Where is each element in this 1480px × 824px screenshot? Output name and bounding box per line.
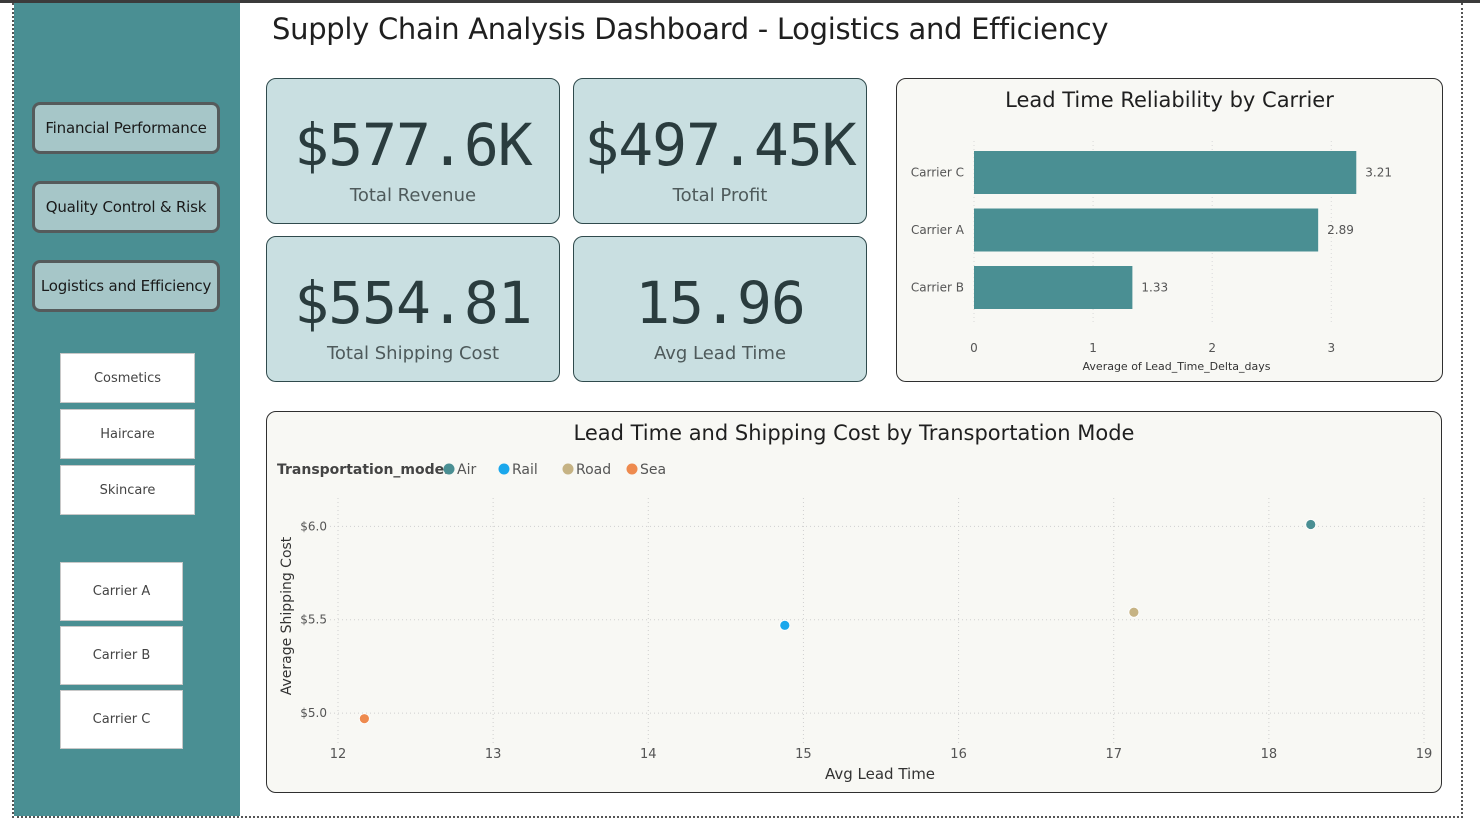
- page-title: Supply Chain Analysis Dashboard - Logist…: [272, 12, 1109, 46]
- legend-label-sea: Sea: [640, 462, 666, 478]
- bar-x-tick-label: 0: [970, 341, 978, 355]
- legend-marker-air: [443, 463, 455, 475]
- nav-quality-control-button[interactable]: Quality Control & Risk: [32, 181, 220, 233]
- scatter-x-tick-label: 18: [1261, 747, 1278, 762]
- scatter-x-tick-label: 17: [1105, 747, 1122, 762]
- scatter-x-tick-label: 12: [330, 747, 347, 762]
- legend-label-air: Air: [457, 462, 476, 478]
- bar-chart-title: Lead Time Reliability by Carrier: [1005, 88, 1334, 112]
- bar-category-label: Carrier A: [911, 223, 965, 237]
- scatter-x-tick-label: 14: [640, 747, 657, 762]
- legend-title: Transportation_modes: [277, 462, 452, 478]
- nav-financial-performance-button[interactable]: Financial Performance: [32, 102, 220, 154]
- bar-x-axis-label: Average of Lead_Time_Delta_days: [1083, 360, 1271, 373]
- canvas-frame: [12, 3, 1463, 818]
- bar-category-label: Carrier C: [911, 166, 964, 180]
- scatter-chart-title: Lead Time and Shipping Cost by Transport…: [573, 421, 1135, 445]
- scatter-x-tick-label: 16: [950, 747, 967, 762]
- scatter-x-axis-label: Avg Lead Time: [825, 765, 935, 783]
- slicer-item-carrier-c[interactable]: Carrier C: [60, 690, 183, 749]
- kpi-label: Total Revenue: [349, 185, 477, 206]
- window-top-border: [0, 0, 1480, 3]
- slicer-item-cosmetics[interactable]: Cosmetics: [60, 353, 195, 403]
- bar-x-tick-label: 3: [1327, 341, 1335, 355]
- bar-value-label: 2.89: [1327, 223, 1354, 237]
- scatter-point-road: [1128, 606, 1140, 618]
- scatter-y-tick-label: $5.5: [300, 613, 327, 627]
- slicer-item-skincare[interactable]: Skincare: [60, 465, 195, 515]
- bar-x-tick-label: 1: [1089, 341, 1097, 355]
- legend-marker-road: [562, 463, 574, 475]
- bar-chart-panel: Lead Time Reliability by Carrier 0 1 2 3 Car…: [896, 78, 1443, 382]
- kpi-card-shipping-cost: $554.81 Total Shipping Cost: [266, 236, 560, 382]
- slicer-item-carrier-a[interactable]: Carrier A: [60, 562, 183, 621]
- kpi-card-profit: $497.45K Total Profit: [573, 78, 867, 224]
- legend-marker-sea: [626, 463, 638, 475]
- kpi-label: Total Profit: [672, 185, 768, 206]
- scatter-point-rail: [779, 619, 791, 631]
- legend-label-rail: Rail: [512, 462, 538, 478]
- kpi-card-lead-time: 15.96 Avg Lead Time: [573, 236, 867, 382]
- scatter-x-tick-label: 19: [1416, 747, 1433, 762]
- scatter-y-tick-label: $5.0: [300, 706, 327, 720]
- kpi-value: $577.6K: [294, 111, 532, 179]
- bar-value-label: 1.33: [1141, 281, 1168, 295]
- scatter-chart: Transportation_modes Air Rail Road Sea 12 13 14…: [277, 462, 1433, 783]
- bar-value-label: 3.21: [1365, 166, 1392, 180]
- scatter-point-air: [1305, 519, 1317, 530]
- scatter-point-sea: [358, 713, 370, 725]
- kpi-value: $497.45K: [584, 111, 856, 179]
- bar: [974, 266, 1133, 309]
- bar-x-tick-label: 2: [1208, 341, 1216, 355]
- scatter-y-tick-label: $6.0: [300, 519, 327, 533]
- scatter-y-axis-label: Average Shipping Cost: [279, 536, 295, 695]
- bar-chart: 0 1 2 3 Carrier C 3.21 Carrier A 2.89 Carrier B 1…: [911, 141, 1392, 373]
- scatter-chart-panel: Lead Time and Shipping Cost by Transport…: [266, 411, 1442, 793]
- legend-marker-rail: [498, 463, 510, 475]
- scatter-x-tick-label: 13: [485, 747, 502, 762]
- bar-category-label: Carrier B: [911, 281, 964, 295]
- kpi-card-revenue: $577.6K Total Revenue: [266, 78, 560, 224]
- kpi-label: Avg Lead Time: [653, 343, 787, 364]
- slicer-item-haircare[interactable]: Haircare: [60, 409, 195, 459]
- legend-label-road: Road: [576, 462, 611, 478]
- nav-logistics-button[interactable]: Logistics and Efficiency: [32, 260, 220, 312]
- slicer-item-carrier-b[interactable]: Carrier B: [60, 626, 183, 685]
- kpi-value: 15.96: [635, 269, 806, 337]
- kpi-value: $554.81: [294, 269, 532, 337]
- bar: [974, 208, 1319, 252]
- bar: [974, 151, 1357, 194]
- scatter-x-tick-label: 15: [795, 747, 812, 762]
- kpi-label: Total Shipping Cost: [326, 343, 500, 364]
